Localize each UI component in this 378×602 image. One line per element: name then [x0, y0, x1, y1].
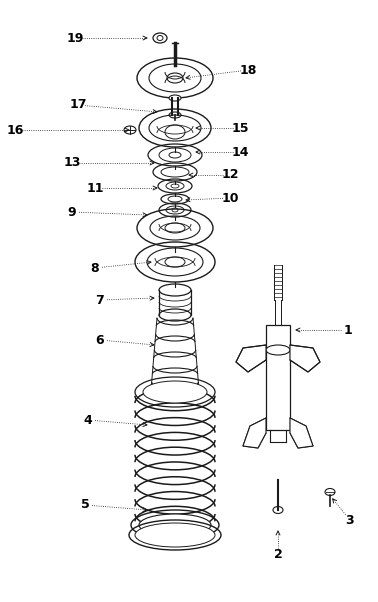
- Ellipse shape: [168, 196, 182, 202]
- Text: 12: 12: [221, 169, 239, 181]
- Polygon shape: [236, 345, 266, 372]
- Text: 6: 6: [96, 334, 104, 347]
- Ellipse shape: [143, 381, 207, 403]
- Text: 16: 16: [6, 123, 24, 137]
- Text: 1: 1: [344, 323, 352, 337]
- Ellipse shape: [169, 112, 181, 118]
- Text: 3: 3: [346, 514, 354, 527]
- Text: 10: 10: [221, 191, 239, 205]
- Text: 15: 15: [231, 122, 249, 134]
- Text: 14: 14: [231, 146, 249, 158]
- Text: 13: 13: [63, 157, 81, 170]
- Ellipse shape: [169, 95, 181, 101]
- Ellipse shape: [157, 36, 163, 40]
- Ellipse shape: [159, 284, 191, 296]
- Ellipse shape: [139, 514, 211, 536]
- Text: 2: 2: [274, 548, 282, 562]
- Bar: [266, 325, 290, 430]
- Text: 4: 4: [84, 414, 92, 426]
- Ellipse shape: [266, 345, 290, 355]
- Ellipse shape: [135, 523, 215, 547]
- Text: 9: 9: [68, 205, 76, 219]
- Ellipse shape: [161, 167, 189, 177]
- Ellipse shape: [172, 208, 178, 212]
- Polygon shape: [290, 345, 320, 372]
- Text: 8: 8: [91, 261, 99, 275]
- Text: 11: 11: [86, 181, 104, 194]
- Ellipse shape: [169, 152, 181, 158]
- Polygon shape: [243, 418, 266, 448]
- Ellipse shape: [165, 257, 185, 267]
- Text: 17: 17: [69, 99, 87, 111]
- Text: 5: 5: [81, 498, 89, 512]
- Ellipse shape: [165, 223, 185, 233]
- Text: 19: 19: [66, 31, 84, 45]
- Text: 18: 18: [239, 63, 257, 76]
- Polygon shape: [290, 418, 313, 448]
- Ellipse shape: [171, 184, 179, 188]
- Text: 7: 7: [96, 294, 104, 306]
